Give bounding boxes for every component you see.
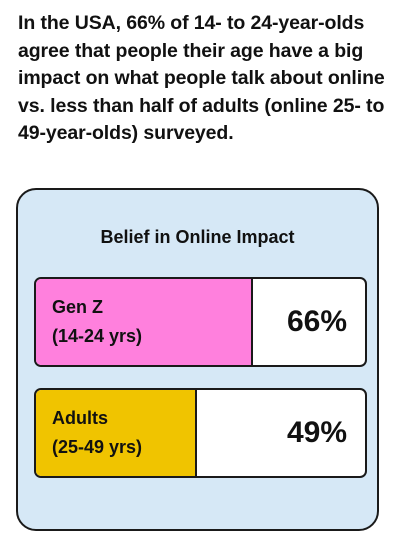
bar-gen-z: Gen Z (14-24 yrs) 66% xyxy=(34,277,367,367)
bar-fill-gen-z xyxy=(36,279,254,365)
bar-value-gen-z: 66% xyxy=(286,305,347,338)
chart-card: Belief in Online Impact Gen Z (14-24 yrs… xyxy=(16,188,379,531)
bar-label-gen-z: Gen Z (14-24 yrs) xyxy=(52,293,142,351)
chart-title: Belief in Online Impact xyxy=(100,227,295,247)
bar-sublabel-adults: (25-49 yrs) xyxy=(52,437,143,457)
bar-adults: Adults (25-49 yrs) 49% xyxy=(34,388,367,478)
headline: In the USA, 66% of 14- to 24-year-olds a… xyxy=(18,12,385,144)
bar-label-adults: Adults (25-49 yrs) xyxy=(52,404,142,462)
bar-value-adults: 49% xyxy=(286,416,347,449)
bar-sublabel-gen-z: (14-24 yrs) xyxy=(52,326,143,346)
bar-category-adults: Adults xyxy=(52,408,108,428)
bar-category-gen-z: Gen Z xyxy=(52,297,104,317)
bar-fill-adults xyxy=(36,390,198,476)
